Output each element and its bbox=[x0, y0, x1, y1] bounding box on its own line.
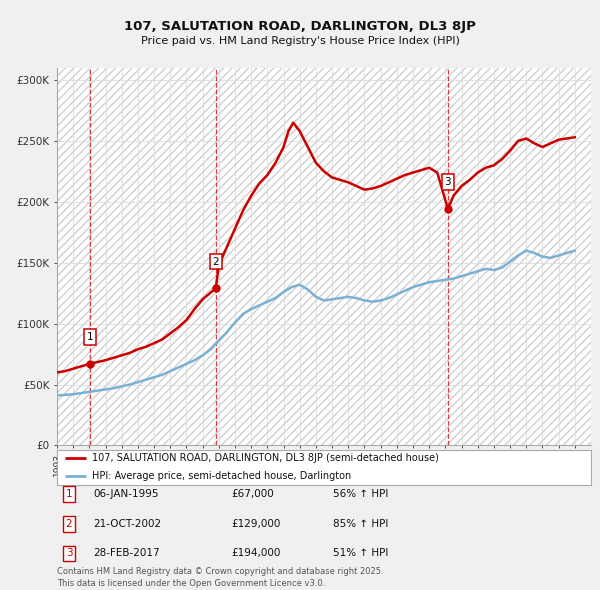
Text: £129,000: £129,000 bbox=[231, 519, 280, 529]
Text: 107, SALUTATION ROAD, DARLINGTON, DL3 8JP: 107, SALUTATION ROAD, DARLINGTON, DL3 8J… bbox=[124, 20, 476, 33]
Text: 107, SALUTATION ROAD, DARLINGTON, DL3 8JP (semi-detached house): 107, SALUTATION ROAD, DARLINGTON, DL3 8J… bbox=[92, 454, 439, 463]
Text: Price paid vs. HM Land Registry's House Price Index (HPI): Price paid vs. HM Land Registry's House … bbox=[140, 37, 460, 46]
Text: £67,000: £67,000 bbox=[231, 489, 274, 499]
Text: 85% ↑ HPI: 85% ↑ HPI bbox=[333, 519, 388, 529]
Text: 3: 3 bbox=[65, 549, 73, 558]
Text: 1: 1 bbox=[65, 489, 73, 499]
Text: 51% ↑ HPI: 51% ↑ HPI bbox=[333, 549, 388, 558]
Text: Contains HM Land Registry data © Crown copyright and database right 2025.
This d: Contains HM Land Registry data © Crown c… bbox=[57, 568, 383, 588]
Text: 21-OCT-2002: 21-OCT-2002 bbox=[93, 519, 161, 529]
Text: 1: 1 bbox=[86, 332, 93, 342]
Text: 2: 2 bbox=[65, 519, 73, 529]
Text: £194,000: £194,000 bbox=[231, 549, 280, 558]
Text: 2: 2 bbox=[212, 257, 219, 267]
Text: 3: 3 bbox=[445, 178, 451, 188]
Text: HPI: Average price, semi-detached house, Darlington: HPI: Average price, semi-detached house,… bbox=[92, 471, 351, 481]
Text: 56% ↑ HPI: 56% ↑ HPI bbox=[333, 489, 388, 499]
Text: 28-FEB-2017: 28-FEB-2017 bbox=[93, 549, 160, 558]
Text: 06-JAN-1995: 06-JAN-1995 bbox=[93, 489, 158, 499]
